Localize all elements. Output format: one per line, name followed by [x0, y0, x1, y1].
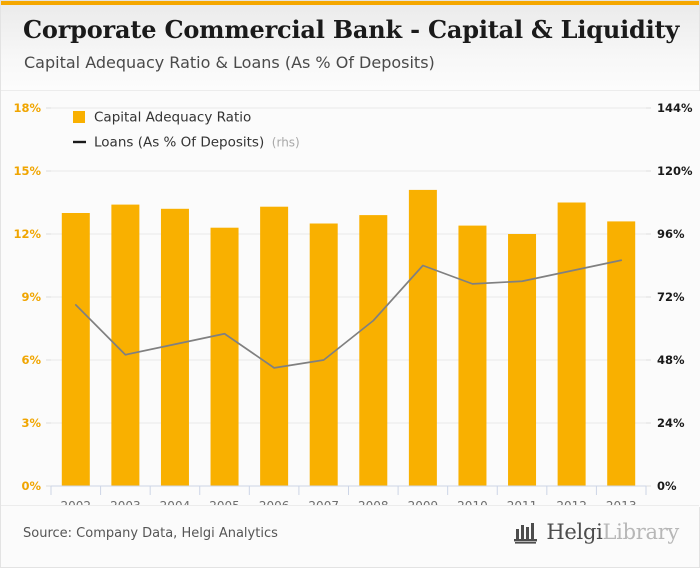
left-axis-tick-label: 0% [21, 479, 41, 493]
line-series-group [74, 259, 623, 369]
x-axis-tick-label: 2009 [408, 499, 439, 507]
right-axis-tick-label: 120% [657, 164, 693, 178]
bar [160, 208, 189, 487]
chart-subtitle: Capital Adequacy Ratio & Loans (As % Of … [24, 53, 435, 72]
left-axis-tick-label: 12% [13, 227, 41, 241]
right-axis-ticks: 0% 24% 48% 72% 96% 120% 144% [646, 101, 693, 493]
legend-item-axis-note: (rhs) [272, 136, 300, 150]
top-accent-bar [1, 1, 699, 5]
line-path [74, 259, 623, 369]
helgi-library-logo-icon [514, 523, 538, 544]
chart-header: Corporate Commercial Bank - Capital & Li… [1, 5, 699, 91]
left-axis-tick-label: 15% [13, 164, 41, 178]
right-axis-tick-label: 144% [657, 101, 693, 115]
bar [61, 213, 90, 486]
right-axis-tick-label: 72% [657, 290, 685, 304]
square-swatch-icon [73, 111, 85, 123]
legend-item-label: Loans (As % Of Deposits) [94, 135, 264, 151]
x-axis-tick-label: 2013 [606, 499, 637, 507]
bar-series-group [61, 189, 636, 487]
chart-svg: 0% 3% 6% 9% 12% 15% 18% 0% 24% 48% 72% 96% 120% 144%… [13, 101, 693, 507]
right-axis-tick-label: 24% [657, 416, 685, 430]
left-axis-tick-label: 6% [21, 353, 41, 367]
right-axis-tick-label: 0% [657, 479, 677, 493]
bar [508, 234, 537, 486]
bar [309, 223, 338, 486]
x-axis-tick-label: 2005 [209, 499, 240, 507]
bar [408, 189, 437, 486]
left-axis-tick-label: 9% [21, 290, 41, 304]
bar [210, 227, 239, 486]
x-axis-tick-label: 2004 [160, 499, 191, 507]
x-axis-tick-label: 2012 [556, 499, 587, 507]
brand-name-primary: Helgi [546, 520, 603, 544]
plot-area: 0% 3% 6% 9% 12% 15% 18% 0% 24% 48% 72% 96% 120% 144%… [1, 91, 700, 507]
x-axis-group: 2002 2003 2004 2005 2006 2007 2008 2009 2010 2011… [50, 485, 647, 507]
left-axis-ticks: 0% 3% 6% 9% 12% 15% 18% [13, 101, 51, 493]
chart-legend: Capital Adequacy Ratio Loans (As % Of Dep… [73, 110, 300, 151]
legend-item-label: Capital Adequacy Ratio [94, 110, 251, 126]
brand-logo: HelgiLibrary [514, 520, 679, 544]
x-axis-tick-label: 2011 [507, 499, 538, 507]
bar [458, 225, 487, 486]
chart-footer: Source: Company Data, Helgi Analytics He… [1, 505, 699, 567]
bar [607, 221, 636, 486]
source-note: Source: Company Data, Helgi Analytics [23, 526, 278, 541]
left-axis-tick-label: 18% [13, 101, 41, 115]
x-axis-tick-label: 2010 [457, 499, 488, 507]
x-axis-tick-label: 2007 [308, 499, 339, 507]
x-axis-tick-label: 2006 [259, 499, 290, 507]
bar [260, 206, 289, 486]
brand-name: HelgiLibrary [546, 520, 679, 544]
bar [557, 202, 586, 486]
x-axis-tick-label: 2003 [110, 499, 141, 507]
right-axis-tick-label: 96% [657, 227, 685, 241]
x-axis-tick-label: 2008 [358, 499, 389, 507]
right-axis-tick-label: 48% [657, 353, 685, 367]
x-axis-tick-label: 2002 [61, 499, 92, 507]
bar [359, 215, 388, 486]
left-axis-tick-label: 3% [21, 416, 41, 430]
page-title: Corporate Commercial Bank - Capital & Li… [23, 15, 680, 44]
gridlines-group [51, 107, 646, 424]
brand-name-secondary: Library [602, 520, 680, 544]
